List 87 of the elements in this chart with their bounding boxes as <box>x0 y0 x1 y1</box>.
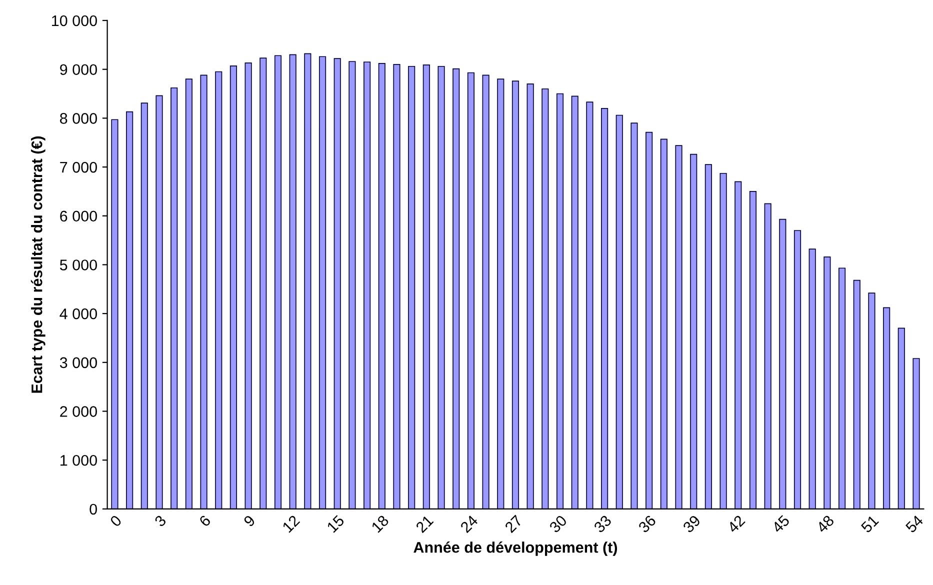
bar <box>185 78 192 509</box>
bar <box>764 203 772 509</box>
bar <box>230 65 237 509</box>
bar <box>126 111 134 509</box>
bar <box>215 71 222 509</box>
bar <box>853 280 860 509</box>
x-tick-label: 12 <box>282 514 300 533</box>
x-tick-label: 54 <box>905 514 924 534</box>
x-tick-label: 51 <box>860 514 880 534</box>
y-tick-label: 4 000 <box>60 308 97 320</box>
x-tick-label: 33 <box>593 514 612 534</box>
bar <box>556 93 564 509</box>
y-axis-title: Ecart type du résultat du contrat (€) <box>30 136 46 393</box>
x-tick-label: 36 <box>638 514 657 534</box>
bar <box>512 80 520 509</box>
bar <box>749 191 757 509</box>
bar <box>497 78 504 509</box>
bar <box>630 122 638 509</box>
x-tick-label: 39 <box>682 514 702 534</box>
bar <box>571 96 578 509</box>
bar <box>779 218 786 509</box>
y-tick-label: 9 000 <box>60 64 97 76</box>
y-tick-label: 8 000 <box>60 113 97 124</box>
bar <box>334 58 341 509</box>
bar <box>601 108 608 509</box>
y-tick-label: 3 000 <box>60 357 97 368</box>
x-tick-label: 0 <box>109 514 122 528</box>
bar <box>482 74 490 509</box>
x-tick-label: 18 <box>370 514 390 533</box>
bar <box>542 88 549 509</box>
bar <box>364 62 371 509</box>
bar <box>720 172 727 509</box>
bar <box>586 102 594 509</box>
bar <box>808 248 816 509</box>
bar <box>898 328 905 509</box>
x-tick-label: 9 <box>243 514 256 528</box>
bar <box>526 84 534 509</box>
bar <box>838 268 846 509</box>
bar <box>393 64 400 509</box>
bar <box>170 87 178 509</box>
y-tick-label: 6 000 <box>60 210 97 222</box>
bar <box>824 256 831 509</box>
bar <box>912 358 920 509</box>
bar <box>883 307 890 509</box>
bar <box>675 145 682 509</box>
x-tick-label: 48 <box>816 514 835 534</box>
bar <box>140 102 148 509</box>
bar <box>868 292 876 509</box>
x-tick-label: 30 <box>548 514 568 534</box>
bar <box>646 132 653 509</box>
bar <box>616 114 623 509</box>
y-tick-label: 0 <box>90 504 97 515</box>
bar <box>794 230 802 509</box>
bar <box>378 63 386 509</box>
bar <box>156 95 163 509</box>
x-tick-label: 6 <box>198 514 212 528</box>
bar <box>244 62 252 509</box>
bar <box>734 181 742 509</box>
bar <box>318 56 326 509</box>
y-tick-label: 7 000 <box>60 162 97 173</box>
x-tick-label: 45 <box>771 514 790 534</box>
bar <box>260 58 267 509</box>
x-tick-label: 15 <box>326 514 345 533</box>
bar <box>348 61 356 509</box>
y-tick-label: 1 000 <box>60 454 97 466</box>
x-tick-label: 42 <box>726 514 746 534</box>
bar <box>422 64 430 509</box>
y-tick-label: 2 000 <box>60 406 97 417</box>
bar <box>408 66 416 509</box>
y-tick-label: 10 000 <box>52 15 97 26</box>
bar <box>690 154 698 509</box>
bar <box>200 74 208 509</box>
bar <box>660 138 668 509</box>
x-tick-label: 27 <box>504 514 523 534</box>
bar <box>111 119 118 509</box>
bar <box>274 55 282 509</box>
x-tick-label: 3 <box>154 514 167 528</box>
bar <box>467 72 474 509</box>
bar <box>704 164 712 509</box>
x-tick-label: 24 <box>460 514 478 534</box>
bar <box>289 54 296 509</box>
y-tick-label: 5 000 <box>60 260 97 270</box>
bar <box>304 53 312 509</box>
bar <box>438 66 445 509</box>
bar <box>452 68 460 509</box>
x-tick-label: 21 <box>415 514 434 534</box>
x-axis-title: Année de développement (t) <box>414 541 618 556</box>
